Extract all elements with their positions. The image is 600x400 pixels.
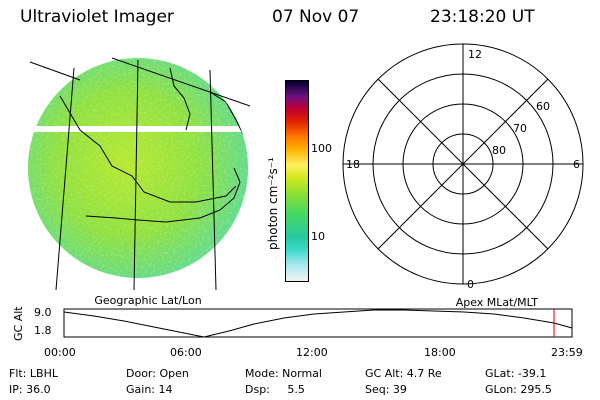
status-glon: GLon: 295.5 (485, 383, 552, 396)
timeline-ymax: 9.0 (34, 306, 52, 319)
instrument-title: Ultraviolet Imager (20, 7, 174, 27)
timeline-ylabel: GC Alt (12, 306, 25, 341)
timeline-tick-1800: 18:00 (424, 346, 456, 359)
status-filter: Flt: LBHL (9, 367, 58, 380)
colorbar-tick-10: 10 (311, 230, 325, 243)
lat-label-80: 80 (492, 144, 506, 157)
status-gain: Gain: 14 (126, 383, 173, 396)
timeline-ymin: 1.8 (34, 324, 52, 337)
mlt-label-12: 12 (468, 48, 482, 61)
status-ip: IP: 36.0 (9, 383, 51, 396)
data-gap-stripe (20, 126, 260, 132)
mlt-label-6: 6 (573, 158, 580, 171)
timeline-tick-2359: 23:59 (551, 346, 583, 359)
status-door: Door: Open (126, 367, 189, 380)
status-gc-alt: GC Alt: 4.7 Re (365, 367, 442, 380)
colorbar (285, 80, 309, 282)
uv-image-map: Geographic Lat/Lon (20, 57, 260, 307)
map-label: Geographic Lat/Lon (94, 294, 201, 307)
date-label: 07 Nov 07 (272, 7, 360, 27)
lat-label-60: 60 (536, 100, 550, 113)
timeline-tick-0600: 06:00 (170, 346, 202, 359)
status-dsp: Dsp: 5.5 (245, 383, 305, 396)
mlt-label-18: 18 (346, 158, 360, 171)
timeline-tick-1200: 12:00 (296, 346, 328, 359)
altitude-timeline (63, 308, 573, 338)
status-glat: GLat: -39.1 (485, 367, 547, 380)
mlt-label-0: 0 (467, 278, 474, 291)
timeline-tick-0000: 00:00 (44, 346, 76, 359)
lat-label-70: 70 (513, 122, 527, 135)
polar-label: Apex MLat/MLT (456, 296, 539, 309)
status-mode: Mode: Normal (245, 367, 322, 380)
colorbar-tick-100: 100 (311, 142, 332, 155)
status-seq: Seq: 39 (365, 383, 407, 396)
time-label: 23:18:20 UT (430, 7, 535, 27)
polar-plot: 12 6 0 18 60 70 80 Apex MLat/MLT (342, 43, 584, 309)
colorbar-unit-label: photon cm⁻²s⁻¹ (266, 157, 280, 250)
